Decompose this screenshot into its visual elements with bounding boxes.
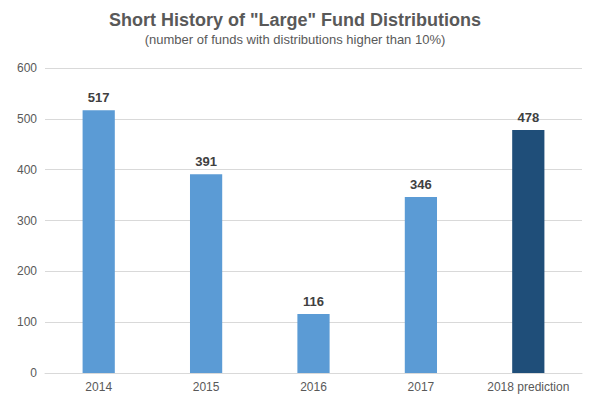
svg-text:500: 500 [17,112,37,126]
svg-text:Short History of "Large" Fund: Short History of "Large" Fund Distributi… [109,10,481,30]
svg-text:200: 200 [17,264,37,278]
svg-text:0: 0 [30,366,37,380]
svg-text:346: 346 [410,177,432,192]
svg-text:600: 600 [17,61,37,75]
svg-text:116: 116 [303,294,324,309]
svg-text:391: 391 [195,154,217,169]
svg-text:2016: 2016 [300,380,327,394]
svg-text:2015: 2015 [193,380,220,394]
svg-text:478: 478 [517,110,539,125]
svg-text:517: 517 [88,90,110,105]
svg-text:2017: 2017 [408,380,435,394]
svg-text:2014: 2014 [85,380,112,394]
svg-text:2018 prediction: 2018 prediction [487,380,569,394]
svg-text:400: 400 [17,163,37,177]
svg-text:100: 100 [17,315,37,329]
svg-text:300: 300 [17,214,37,228]
svg-text:(number of funds with distribu: (number of funds with distributions high… [145,32,446,47]
